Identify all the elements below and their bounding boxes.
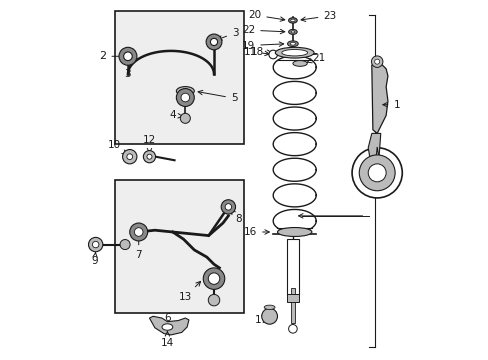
Text: 14: 14	[161, 332, 174, 348]
Text: 1: 1	[382, 100, 399, 110]
Text: 16: 16	[244, 227, 269, 237]
Circle shape	[126, 154, 132, 159]
Text: 6: 6	[164, 313, 170, 323]
Text: 22: 22	[242, 25, 284, 35]
Circle shape	[359, 155, 394, 191]
Ellipse shape	[290, 42, 295, 45]
Text: 8: 8	[230, 210, 242, 224]
Ellipse shape	[288, 30, 297, 35]
Circle shape	[122, 149, 137, 164]
Circle shape	[123, 52, 132, 60]
Text: 3: 3	[217, 28, 238, 40]
Ellipse shape	[275, 47, 313, 58]
Ellipse shape	[292, 60, 306, 66]
Bar	[115, 12, 244, 144]
Circle shape	[92, 241, 99, 248]
Text: 21: 21	[306, 53, 325, 63]
Circle shape	[221, 200, 235, 214]
Circle shape	[208, 273, 219, 284]
Text: 15: 15	[380, 176, 393, 186]
Circle shape	[181, 93, 189, 102]
Text: 23: 23	[301, 11, 336, 22]
Circle shape	[203, 268, 224, 289]
Circle shape	[176, 89, 194, 107]
Circle shape	[120, 239, 130, 249]
Circle shape	[134, 228, 142, 236]
Text: 5: 5	[198, 90, 237, 103]
Circle shape	[210, 39, 217, 45]
Text: 9: 9	[91, 253, 98, 266]
Circle shape	[268, 50, 277, 59]
Ellipse shape	[176, 87, 194, 95]
Circle shape	[206, 34, 222, 50]
Circle shape	[374, 59, 379, 64]
Bar	[115, 180, 244, 313]
Text: 10: 10	[107, 140, 126, 154]
Text: 3: 3	[124, 69, 131, 79]
Text: 7: 7	[135, 236, 142, 260]
Text: 12: 12	[142, 135, 156, 153]
Ellipse shape	[162, 324, 172, 330]
Circle shape	[88, 237, 102, 252]
Bar	[286, 294, 298, 302]
Polygon shape	[371, 62, 387, 134]
Circle shape	[208, 294, 219, 306]
Circle shape	[371, 56, 382, 67]
Ellipse shape	[281, 49, 307, 56]
Circle shape	[351, 148, 402, 198]
Text: 2: 2	[99, 51, 125, 61]
Text: 20: 20	[248, 10, 284, 21]
Ellipse shape	[277, 228, 311, 237]
Circle shape	[224, 204, 231, 210]
Circle shape	[261, 309, 277, 324]
Circle shape	[147, 154, 152, 159]
Circle shape	[288, 324, 297, 333]
Text: 13: 13	[179, 282, 200, 302]
Ellipse shape	[290, 31, 294, 33]
Ellipse shape	[288, 18, 297, 23]
Text: 19: 19	[242, 41, 283, 50]
Circle shape	[143, 150, 155, 163]
Bar	[290, 288, 294, 323]
Circle shape	[367, 164, 386, 182]
Ellipse shape	[264, 305, 274, 310]
Circle shape	[129, 223, 147, 241]
Circle shape	[119, 47, 137, 65]
Bar	[286, 239, 298, 295]
Polygon shape	[149, 316, 188, 335]
Text: 4: 4	[169, 111, 182, 121]
Text: 17: 17	[254, 315, 273, 325]
Ellipse shape	[287, 41, 298, 46]
Text: 18: 18	[250, 46, 271, 57]
Text: 11: 11	[244, 46, 269, 57]
Ellipse shape	[290, 19, 294, 22]
Polygon shape	[367, 134, 380, 166]
Circle shape	[180, 113, 190, 123]
